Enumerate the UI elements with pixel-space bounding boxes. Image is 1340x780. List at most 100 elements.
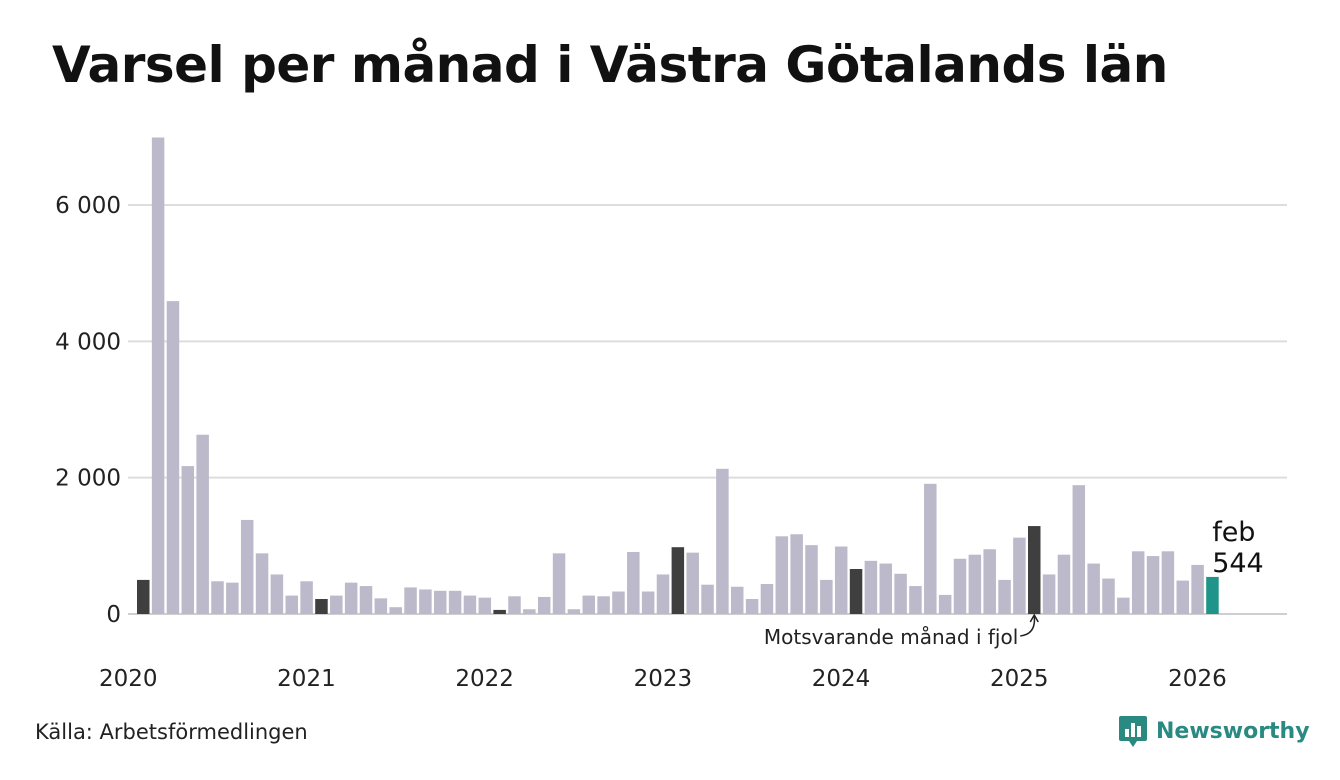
bar	[582, 595, 595, 614]
bar	[745, 599, 759, 614]
bar	[552, 553, 566, 614]
bar	[374, 598, 388, 614]
bar	[612, 591, 625, 614]
bar	[166, 301, 180, 614]
y-tick-label: 0	[106, 602, 121, 628]
bar	[300, 581, 313, 614]
bar	[1146, 556, 1160, 614]
bar	[998, 579, 1011, 614]
bar	[211, 581, 224, 614]
bar	[137, 579, 150, 614]
bar	[894, 573, 907, 614]
bar	[864, 560, 878, 614]
bar	[701, 584, 714, 614]
bar	[255, 553, 269, 614]
bar	[924, 483, 937, 614]
bar	[330, 595, 343, 614]
bar	[226, 582, 239, 614]
bar	[419, 589, 432, 614]
bar	[1057, 554, 1071, 614]
y-tick-label: 4 000	[55, 329, 121, 355]
bar	[805, 545, 818, 614]
current-value-label: 544	[1212, 548, 1264, 579]
bar	[478, 597, 492, 614]
bar	[671, 547, 685, 614]
bar	[790, 534, 803, 614]
bar	[1028, 526, 1041, 614]
bars	[137, 137, 1219, 614]
bar	[968, 554, 982, 614]
bar	[731, 586, 744, 614]
bar	[463, 595, 477, 614]
bar	[627, 551, 640, 614]
x-tick-label: 2025	[990, 666, 1049, 692]
x-axis-labels: 2020 2021 2022 2023 2024 2025 2026	[99, 666, 1227, 692]
brand-name: Newsworthy	[1156, 718, 1310, 744]
bar	[641, 591, 655, 614]
bar	[1087, 563, 1100, 614]
bar	[537, 596, 551, 614]
bar	[389, 607, 402, 614]
x-tick-label: 2022	[455, 666, 514, 692]
bar	[597, 596, 610, 614]
x-tick-label: 2021	[277, 666, 336, 692]
y-tick-label: 6 000	[55, 193, 121, 219]
source-credit: Källa: Arbetsförmedlingen	[35, 720, 308, 744]
bar	[1072, 485, 1086, 614]
bar	[523, 609, 536, 614]
bar	[344, 582, 358, 614]
annotation-arrowhead	[1029, 613, 1039, 623]
bar	[953, 558, 967, 614]
y-axis-labels: 0 2 000 4 000 6 000	[55, 193, 121, 628]
bar	[240, 519, 254, 614]
bar	[760, 584, 774, 614]
bar	[820, 579, 833, 614]
gridlines	[128, 204, 1287, 615]
bar	[716, 468, 729, 614]
bar	[879, 563, 892, 614]
newsworthy-logo-icon	[1119, 716, 1147, 747]
x-tick-label: 2026	[1168, 666, 1227, 692]
x-tick-label: 2020	[99, 666, 158, 692]
bar	[1117, 597, 1130, 614]
bar	[315, 599, 328, 614]
bar	[656, 574, 670, 614]
bar	[834, 546, 848, 614]
bar	[181, 466, 195, 614]
bar	[849, 569, 863, 614]
bar	[1131, 551, 1145, 614]
bar	[359, 586, 373, 614]
bar	[493, 609, 506, 614]
bar	[1102, 578, 1115, 614]
bar	[270, 574, 284, 614]
chart-title: Varsel per månad i Västra Götalands län	[52, 36, 1168, 94]
bar	[686, 552, 699, 614]
bar	[196, 434, 209, 614]
bar	[1161, 551, 1175, 614]
brand-logo: Newsworthy	[1118, 714, 1310, 748]
bar	[285, 595, 298, 614]
bar	[909, 586, 922, 614]
bar	[938, 594, 952, 614]
bar	[1176, 580, 1189, 614]
bar	[151, 137, 165, 614]
x-tick-label: 2024	[812, 666, 871, 692]
x-tick-label: 2023	[634, 666, 693, 692]
bar	[983, 549, 996, 614]
bar	[775, 536, 789, 614]
bar	[1013, 537, 1026, 614]
y-tick-label: 2 000	[55, 466, 121, 492]
annotation-text: Motsvarande månad i fjol	[764, 625, 1018, 649]
annotation-arrow	[1020, 615, 1036, 637]
bar	[448, 590, 462, 614]
bar	[404, 587, 417, 614]
current-month-label: feb	[1212, 517, 1255, 548]
bar-current	[1206, 576, 1219, 614]
bar	[434, 590, 447, 614]
bar	[508, 596, 521, 614]
bar	[1191, 564, 1204, 614]
bar	[567, 609, 581, 614]
bar	[1042, 574, 1056, 614]
